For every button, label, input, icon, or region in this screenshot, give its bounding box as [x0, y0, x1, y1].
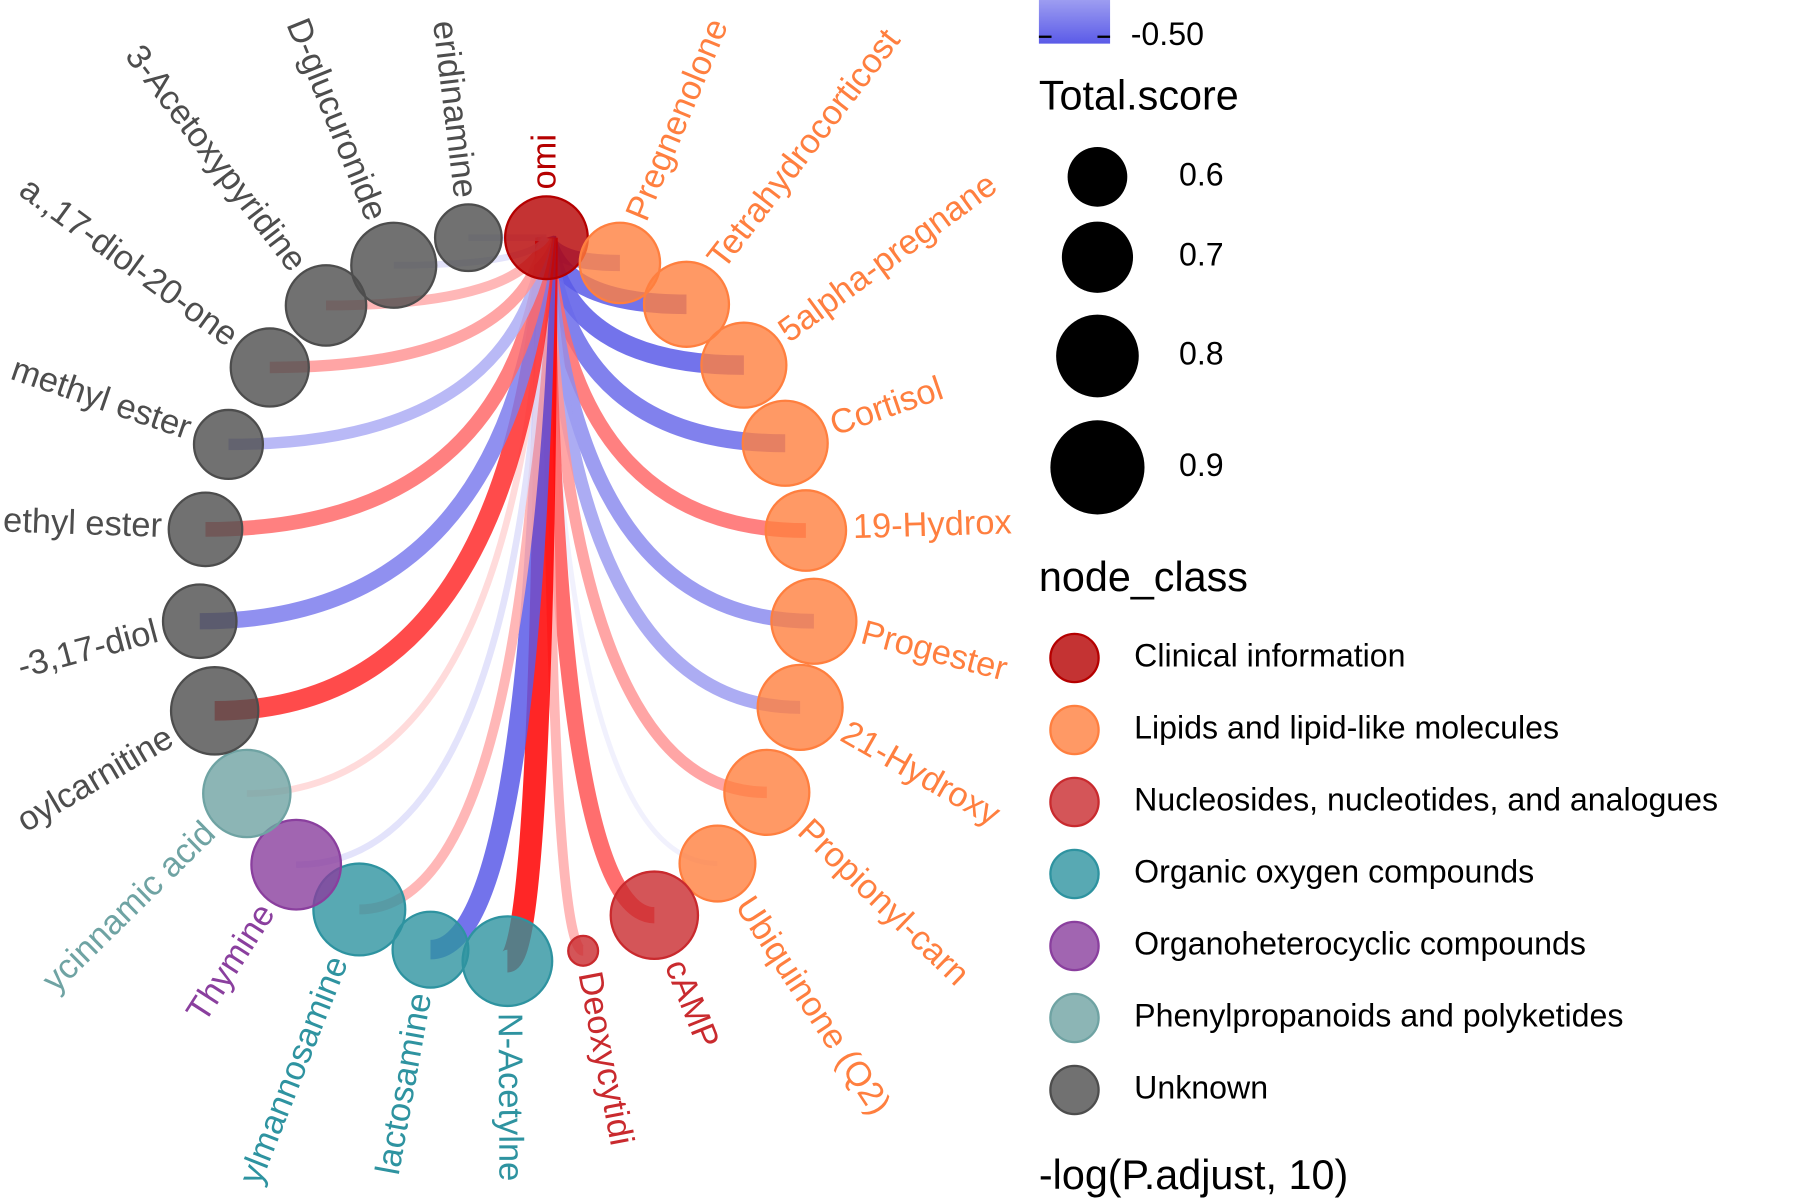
node-label: -3,17-diol [14, 612, 162, 686]
node-label: 5alpha-pregnane [771, 165, 1004, 349]
nodes [161, 195, 858, 1008]
size-label: 0.6 [1179, 156, 1224, 192]
node [741, 399, 829, 487]
node-label: Pregnenolone [619, 13, 736, 226]
size-key [1056, 314, 1139, 398]
size-key [1067, 146, 1128, 207]
class-key [1049, 848, 1100, 900]
node [723, 748, 811, 836]
class-key [1049, 632, 1100, 684]
node-label: 21-Hydroxy [835, 714, 1008, 834]
node-label: oylcarnitine [10, 718, 179, 839]
legend-title: node_class [1039, 554, 1248, 600]
node-label: eridinamine [425, 19, 484, 200]
legend: -0.50 Total.score 0.6 0.7 0.8 0.9 node_class Cl… [1038, 0, 1718, 1198]
node-label: 3-Acetoxypyridine [118, 38, 314, 279]
node [770, 577, 858, 665]
node-label: Deoxycytidi [570, 968, 640, 1148]
class-key [1049, 704, 1100, 756]
size-label: 0.9 [1179, 447, 1224, 483]
node [642, 260, 731, 348]
node [756, 663, 844, 752]
node [202, 748, 292, 839]
node [461, 915, 554, 1008]
node-label: 19-Hydrox [852, 503, 1012, 546]
node-label: Cortisol [825, 369, 948, 443]
node [678, 824, 757, 903]
legend-title: -log(P.adjust, 10) [1039, 1152, 1348, 1198]
class-label: Clinical information [1134, 637, 1405, 673]
class-key [1049, 1064, 1100, 1116]
node [764, 489, 848, 572]
node [284, 264, 368, 347]
size-label: 0.7 [1179, 237, 1224, 273]
class-label: Lipids and lipid-like molecules [1134, 709, 1559, 745]
node-label: lactosamine [369, 990, 439, 1178]
node [391, 910, 470, 989]
size-label: 0.8 [1179, 335, 1224, 371]
node [567, 934, 600, 967]
node-label: a.,17-diol-20-one [13, 170, 246, 354]
class-label: Phenylpropanoids and polyketides [1134, 997, 1623, 1033]
node [167, 491, 244, 568]
node-label: Ubiquinone (Q2) [728, 890, 898, 1122]
node-label: Tetrahydrocorticost [700, 22, 908, 276]
size-key [1061, 221, 1134, 293]
node-label: ethyl ester [3, 502, 163, 545]
node [700, 321, 788, 409]
edge [296, 237, 550, 869]
node-label: ycinnamic acid [35, 814, 223, 999]
node [169, 666, 260, 756]
edge [228, 236, 553, 451]
class-key [1049, 920, 1100, 972]
node [578, 221, 662, 305]
class-label: Organoheterocyclic compounds [1134, 925, 1586, 961]
node-label: Propionyl-carn [790, 812, 976, 994]
legend-title: Total.score [1039, 73, 1239, 119]
node [192, 408, 265, 480]
size-key [1050, 420, 1145, 515]
node-label: cAMP [657, 954, 726, 1053]
class-key [1049, 776, 1100, 828]
node [229, 327, 310, 408]
class-label: Unknown [1134, 1069, 1268, 1105]
node-label: methyl ester [6, 350, 196, 447]
node [433, 203, 503, 273]
node-label: Progester [857, 614, 1011, 689]
node-label: N-Acetylne [491, 1013, 530, 1182]
edge [205, 236, 554, 537]
edge [359, 237, 552, 915]
node-label: ylmannosamine [232, 951, 356, 1189]
node [250, 818, 343, 911]
node [161, 583, 238, 660]
class-key [1049, 992, 1100, 1044]
class-label: Organic oxygen compounds [1134, 853, 1534, 889]
node-label: D-glucuronide [279, 13, 395, 226]
node [350, 221, 438, 309]
class-label: Nucleosides, nucleotides, and analogues [1134, 781, 1718, 817]
network: omi PregnenoloneTetrahydrocorticost5alpha… [3, 13, 1013, 1189]
node-label: Thymine [179, 897, 282, 1029]
node-label: omi [526, 134, 564, 190]
node [609, 870, 700, 960]
colorbar-label: -0.50 [1131, 16, 1204, 52]
node [503, 195, 589, 281]
